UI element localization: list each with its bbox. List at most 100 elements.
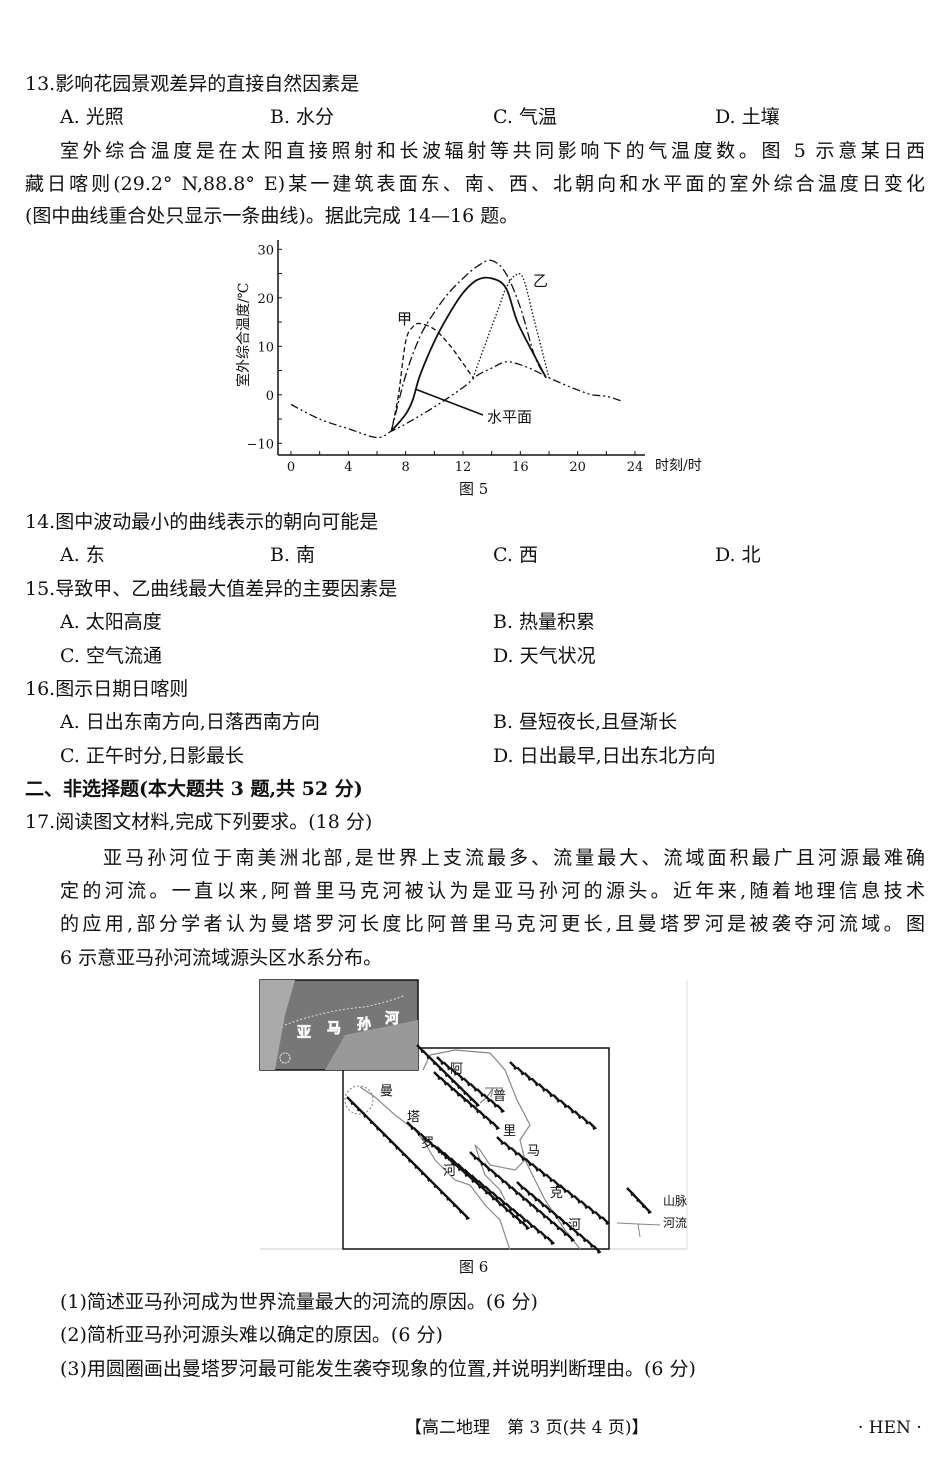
mountain-mark [510,1186,520,1196]
mountain-mark [484,1185,494,1195]
mountain-mark [463,1168,473,1178]
q17-para-line: 6 示意亚马孙河流域源头区水系分布。 [60,947,383,969]
mountain-mark [498,1196,507,1206]
annotation-horizontal: 水平面 [487,408,532,426]
q15-stem: 15.导致甲、乙曲线最大值差异的主要因素是 [25,578,398,600]
q14-option-b: B. 南 [270,544,316,566]
x-tick-label: 24 [627,460,644,475]
q17-sub-1: (1)简述亚马孙河成为世界流量最大的河流的原因。(6 分) [60,1291,538,1313]
mountain-mark [476,1157,485,1166]
mountain-mark [531,1203,541,1213]
mountain-mark [410,1160,419,1169]
mountain-mark [511,1208,521,1217]
mountain-mark [510,1146,520,1156]
mountain-mark [422,1050,432,1060]
x-tick-label: 20 [569,460,586,475]
mountain-mark [469,1082,479,1092]
mountain-mark [503,1180,513,1190]
mountain-mark [530,1192,539,1202]
mountain-mark [523,1072,533,1081]
mountain-mark [566,1104,576,1114]
capture-circle-marker [344,1085,374,1115]
mountain-mark [525,1219,535,1229]
q15-option-c: C. 空气流通 [60,645,162,667]
legend-river-symbol [616,1222,661,1238]
mountain-mark [566,1233,576,1243]
mountain-mark [537,1198,546,1208]
mountain-mark [532,1224,542,1234]
mountain-mark [465,1098,475,1108]
mountain-mark [559,1184,569,1194]
inset-label: 马 [327,1021,341,1037]
y-tick-label: 20 [257,292,274,307]
mountain-mark [454,1204,464,1214]
q13-stem: 13.影响花园景观差异的直接自然因素是 [25,73,360,95]
legend-mountain-label: 山脉 [663,1193,687,1208]
mountain-mark [517,1192,527,1202]
x-tick-label: 12 [455,460,472,475]
mountain-mark [471,1098,481,1108]
mountain-mark [483,1162,492,1172]
mountain-mark [543,1204,553,1214]
q17-para-line: 定的河流。一直以来,阿普里马克河被认为是亚马孙河的源头。近年来,随着地理信息技术 [60,880,925,902]
q17-para-line: 亚马孙河位于南美洲北部,是世界上支流最多、流量最大、流域面积最广且河源最难确 [103,847,925,869]
mountain-mark [416,1044,426,1054]
mountain-mark [559,1227,569,1237]
mountain-mark [428,1056,438,1066]
mountain-mark [352,1102,362,1112]
mountain-mark [436,1146,446,1156]
mountain-mark [517,1152,527,1162]
q17-para-line: 的应用,部分学者认为曼塔罗河长度比阿普里马克河更长,且曼塔罗河是被袭夺河流域。图 [60,913,925,935]
mountain-mark [524,1198,534,1207]
mountain-mark [538,1168,548,1178]
mountain-mark [465,1092,474,1102]
series-line-dash-dot-dot [290,361,621,439]
mountain-mark [643,1205,653,1215]
q15-option-a: A. 太阳高度 [60,611,162,633]
x-tick-label: 8 [402,460,410,475]
mountain-mark [531,1162,541,1172]
mountain-mark [523,1186,532,1196]
mountain-mark [545,1215,555,1225]
mountain-mark [550,1210,560,1220]
mountain-mark [458,1086,468,1096]
apurimac-label: 里 [503,1124,516,1139]
legend-mountain-symbol [626,1187,653,1215]
mountain-mark [539,1230,549,1240]
x-tick-label: 16 [512,460,529,475]
apurimac-label: 河 [568,1218,581,1233]
y-tick-label: 10 [257,340,274,355]
intro-line: (图中曲线重合处只显示一条曲线)。据此完成 14—16 题。 [25,205,519,227]
apurimac-label: 阿 [450,1062,463,1077]
mountain-mark [500,1203,510,1213]
mountain-mark [530,1077,540,1087]
footer-page: 【高二地理 第 3 页(共 4 页)】 [405,1418,649,1438]
mountain-mark [443,1151,452,1161]
mountain-mark [449,1157,459,1167]
apurimac-label: 克 [550,1186,563,1201]
mountain-mark [456,1163,466,1172]
mountain-mark [545,1173,555,1183]
mountain-mark [626,1187,636,1197]
annotation-jia: 甲 [397,310,412,328]
mountain-mark [441,1191,451,1201]
mountain-mark [580,1200,590,1210]
mountain-mark [580,1115,590,1125]
section-2-heading: 二、非选择题(本大题共 3 题,共 52 分) [25,778,363,800]
mountain-mark [496,1136,506,1146]
footer-code: · HEN · [858,1418,922,1438]
mountain-mark [489,1168,499,1178]
series-line-dashed [390,322,474,432]
figure-5-caption: 图 5 [459,480,489,498]
mountain-mark [594,1210,604,1220]
inset-label: 孙 [357,1016,371,1033]
mountain-mark [446,1082,455,1092]
y-tick-label: −10 [247,437,274,452]
mountain-mark [384,1134,394,1144]
intro-line: 室外综合温度是在太阳直接照射和长波辐射等共同影响下的气温度数。图 5 示意某日西 [60,140,925,162]
q14-option-c: C. 西 [493,544,538,566]
q14-option-d: D. 北 [715,544,761,566]
y-tick-label: 0 [266,389,274,404]
mountain-ranges [346,1044,611,1254]
